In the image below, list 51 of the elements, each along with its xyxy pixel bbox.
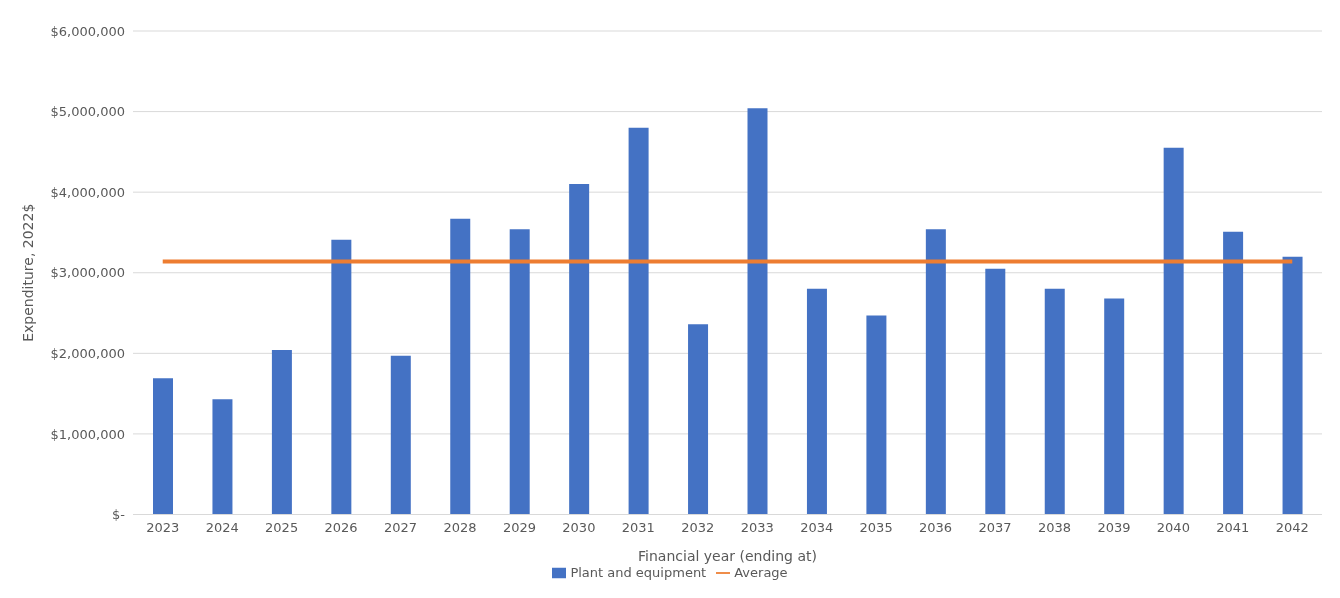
x-tick-label: 2024 bbox=[205, 519, 239, 535]
x-tick-label: 2028 bbox=[443, 519, 477, 535]
bar bbox=[1163, 147, 1184, 515]
x-tick-label: 2041 bbox=[1216, 519, 1250, 535]
bar bbox=[271, 350, 292, 515]
bar bbox=[331, 239, 352, 515]
y-axis-title: Expenditure, 2022$ bbox=[19, 203, 36, 342]
y-tick-label: $3,000,000 bbox=[50, 265, 125, 281]
bar bbox=[1044, 288, 1065, 515]
bar bbox=[806, 288, 827, 515]
x-tick-label: 2023 bbox=[146, 519, 180, 535]
x-axis-title: Financial year (ending at) bbox=[638, 547, 817, 564]
x-tick-label: 2039 bbox=[1097, 519, 1131, 535]
bar bbox=[1104, 298, 1125, 515]
y-tick-label: $1,000,000 bbox=[50, 426, 125, 442]
bar bbox=[450, 218, 471, 515]
x-tick-label: 2040 bbox=[1156, 519, 1190, 535]
x-tick-label: 2027 bbox=[383, 519, 418, 535]
x-tick-label: 2029 bbox=[502, 519, 536, 535]
bar bbox=[509, 229, 530, 515]
legend-label: Plant and equipment bbox=[570, 564, 707, 580]
x-tick-label: 2031 bbox=[621, 519, 655, 535]
x-tick-label: 2033 bbox=[740, 519, 774, 535]
bar bbox=[390, 355, 411, 515]
x-tick-label: 2025 bbox=[265, 519, 299, 535]
y-tick-label: $5,000,000 bbox=[50, 104, 125, 120]
bar bbox=[866, 315, 887, 515]
bar bbox=[985, 268, 1006, 515]
bar bbox=[747, 108, 768, 515]
bar bbox=[688, 324, 709, 515]
legend-label: Average bbox=[734, 564, 788, 580]
x-tick-label: 2042 bbox=[1275, 519, 1309, 535]
bar bbox=[1223, 231, 1244, 515]
y-tick-label: $6,000,000 bbox=[50, 23, 125, 39]
bar bbox=[153, 378, 173, 515]
x-tick-label: 2037 bbox=[978, 519, 1012, 535]
x-tick-label: 2030 bbox=[562, 519, 596, 535]
x-tick-label: 2032 bbox=[681, 519, 715, 535]
x-tick-label: 2036 bbox=[919, 519, 953, 535]
bar bbox=[569, 184, 590, 515]
bar bbox=[925, 229, 946, 515]
bar bbox=[212, 399, 233, 515]
x-tick-label: 2026 bbox=[324, 519, 358, 535]
y-tick-label: $2,000,000 bbox=[50, 345, 125, 361]
x-tick-label: 2034 bbox=[800, 519, 834, 535]
bar bbox=[628, 127, 649, 515]
y-tick-label: $- bbox=[112, 507, 126, 523]
bar bbox=[1282, 256, 1303, 515]
y-tick-label: $4,000,000 bbox=[50, 184, 125, 200]
x-tick-label: 2035 bbox=[859, 519, 893, 535]
x-tick-label: 2038 bbox=[1037, 519, 1072, 535]
